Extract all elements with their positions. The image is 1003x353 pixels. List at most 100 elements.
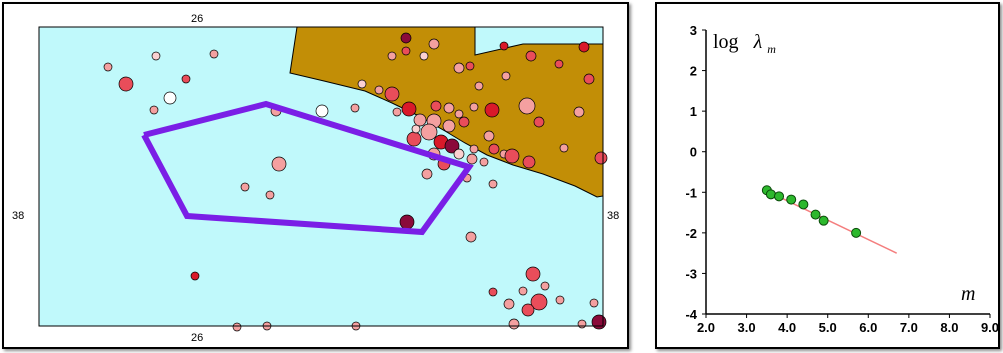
epicenter-marker	[181, 74, 191, 84]
y-axis-label-symbol: λ	[753, 31, 763, 53]
x-axis-label: m	[961, 283, 975, 305]
epicenter-marker	[488, 143, 500, 155]
epicenter-marker	[444, 138, 460, 154]
epicenter-marker	[209, 49, 219, 59]
data-point	[798, 199, 809, 210]
epicenter-marker	[484, 102, 500, 118]
epicenter-marker	[589, 298, 599, 308]
plot-x-ticks: 2.0 3.0 4.0 5.0 6.0 7.0 8.0 9.0	[697, 314, 998, 335]
epicenter-marker	[406, 131, 422, 147]
epicenter-marker	[483, 130, 495, 142]
y-tick-label: -3	[685, 266, 697, 281]
epicenter-marker	[411, 124, 421, 134]
x-tick-label: 5.0	[819, 320, 837, 335]
epicenter-marker	[419, 51, 429, 61]
epicenter-marker	[488, 179, 498, 189]
epicenter-map: 26 26 38 38	[12, 13, 619, 344]
epicenter-marker	[555, 295, 565, 305]
data-point	[810, 209, 821, 220]
epicenter-marker	[149, 105, 159, 115]
epicenter-marker	[533, 116, 545, 128]
epicenter-marker	[554, 59, 564, 69]
epicenter-marker	[413, 113, 427, 127]
y-axis-label: log λ m	[713, 31, 776, 56]
epicenter-markers	[103, 32, 608, 332]
x-tick-label: 3.0	[738, 320, 756, 335]
epicenter-marker	[522, 155, 536, 169]
epicenter-marker	[469, 102, 479, 112]
epicenter-marker	[401, 101, 417, 117]
frequency-magnitude-plot-panel: 3 2 1 0 -1 -2 -3 -4 2.0 3.0 4.0 5.0 6.0 7.0 8.0 9.0 lo…	[655, 2, 1000, 349]
epicenter-marker	[151, 51, 161, 61]
epicenter-marker	[190, 271, 200, 281]
epicenter-marker	[518, 97, 536, 115]
epicenter-marker	[458, 116, 470, 128]
epicenter-marker	[540, 281, 550, 291]
epicenter-marker	[466, 153, 478, 165]
epicenter-marker	[474, 81, 484, 91]
epicenter-marker	[525, 266, 541, 282]
epicenter-marker	[443, 102, 455, 114]
epicenter-marker	[428, 38, 440, 50]
epicenter-marker	[583, 73, 595, 85]
epicenter-marker	[357, 79, 367, 89]
epicenter-marker	[465, 231, 477, 243]
epicenter-marker	[271, 156, 287, 172]
x-tick-label: 8.0	[940, 320, 958, 335]
epicenter-marker	[469, 144, 479, 154]
epicenter-marker	[442, 119, 456, 133]
plot-y-ticks: 3 2 1 0 -1 -2 -3 -4	[685, 23, 706, 322]
epicenter-marker	[392, 107, 402, 117]
epicenter-marker	[573, 106, 585, 118]
epicenter-marker	[465, 61, 475, 71]
epicenter-marker	[387, 51, 397, 61]
frequency-magnitude-plot: 3 2 1 0 -1 -2 -3 -4 2.0 3.0 4.0 5.0 6.0 7.0 8.0 9.0 lo…	[685, 23, 998, 335]
y-tick-label: -2	[685, 226, 697, 241]
epicenter-map-panel: 26 26 38 38	[2, 2, 629, 349]
y-tick-label: 1	[690, 104, 697, 119]
epicenter-marker	[591, 314, 607, 330]
epicenter-marker	[350, 103, 360, 113]
epicenter-marker	[103, 62, 113, 72]
epicenter-marker	[530, 293, 548, 311]
epicenter-marker	[401, 46, 411, 56]
map-latitude-label-right: 38	[607, 210, 619, 222]
epicenter-marker	[508, 318, 520, 330]
epicenter-marker	[503, 298, 515, 310]
epicenter-marker	[577, 319, 587, 329]
epicenter-marker	[400, 32, 412, 44]
x-tick-label: 4.0	[778, 320, 796, 335]
epicenter-marker	[384, 86, 400, 102]
epicenter-marker	[501, 71, 511, 81]
epicenter-marker	[594, 151, 608, 165]
epicenter-marker	[399, 214, 415, 230]
data-point	[851, 227, 862, 238]
epicenter-marker	[488, 287, 498, 297]
epicenter-marker	[421, 168, 433, 180]
data-point	[765, 189, 776, 200]
data-point	[774, 191, 785, 202]
epicenter-marker	[265, 190, 275, 200]
y-tick-label: -4	[685, 307, 697, 322]
map-frame	[38, 26, 604, 327]
map-longitude-label-bottom: 26	[191, 332, 203, 344]
map-latitude-label-left: 38	[12, 210, 24, 222]
y-axis-label-subscript: m	[767, 42, 776, 56]
epicenter-marker	[118, 76, 134, 92]
epicenter-marker	[240, 182, 250, 192]
x-tick-label: 6.0	[859, 320, 877, 335]
x-tick-label: 2.0	[697, 320, 715, 335]
x-tick-label: 7.0	[900, 320, 918, 335]
y-tick-label: 0	[690, 145, 697, 160]
epicenter-marker	[499, 41, 509, 51]
x-tick-label: 9.0	[981, 320, 998, 335]
map-longitude-label-top: 26	[191, 13, 203, 25]
epicenter-marker	[518, 286, 528, 296]
epicenter-marker	[163, 91, 177, 105]
epicenter-marker	[454, 109, 464, 119]
epicenter-marker	[453, 62, 465, 74]
epicenter-marker	[420, 123, 438, 141]
plot-data-points	[761, 185, 862, 238]
data-point	[818, 215, 829, 226]
epicenter-marker	[374, 85, 384, 95]
